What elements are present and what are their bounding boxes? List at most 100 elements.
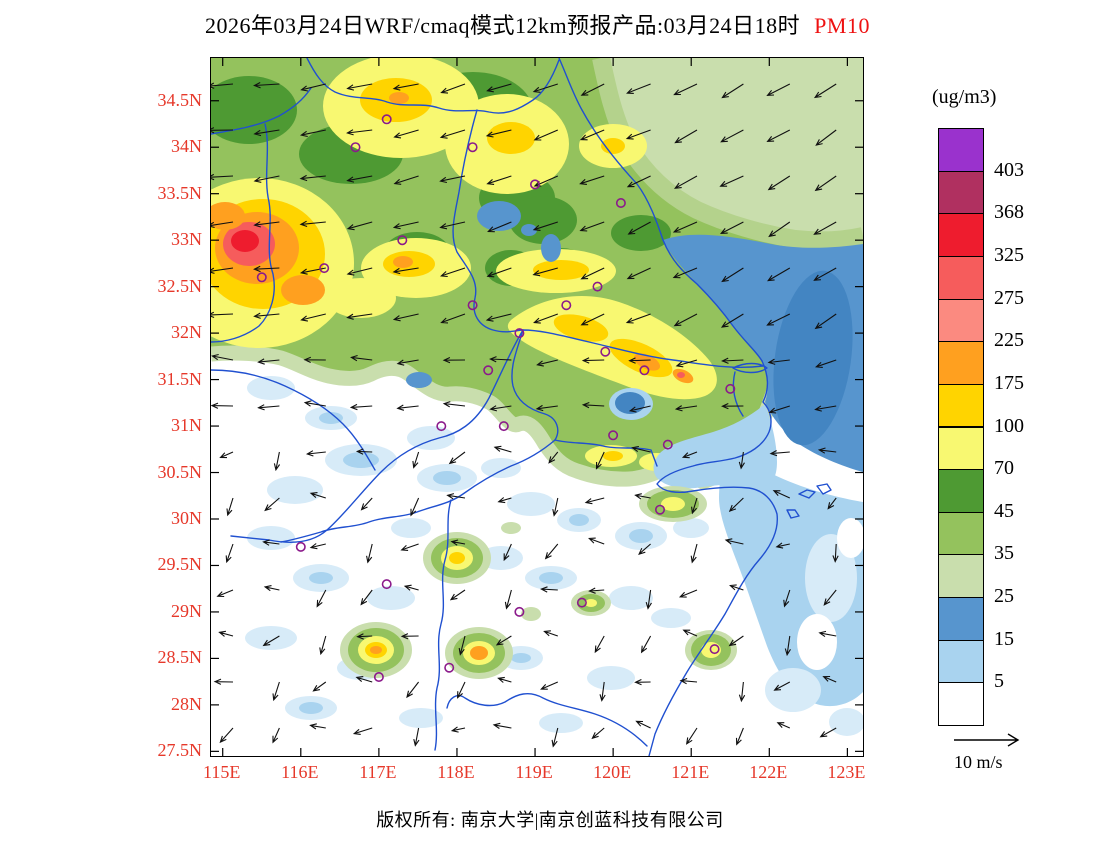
- title-main-text: 2026年03月24日WRF/cmaq模式12km预报产品:03月24日18时: [205, 13, 801, 38]
- lat-tick-label: 30N: [171, 507, 202, 528]
- city-station-marker: [561, 300, 572, 311]
- lon-tick-label: 118E: [437, 762, 475, 782]
- border-hubei-anhui: [211, 369, 376, 471]
- legend-level-label: 15: [994, 627, 1014, 650]
- lat-tick-label: 34.5N: [157, 89, 203, 110]
- station-markers: [256, 114, 736, 682]
- city-station-marker: [576, 597, 587, 608]
- legend-level-label: 225: [994, 329, 1024, 352]
- colorbar-unit-label: (ug/m3): [932, 86, 997, 108]
- border-jiangsu-zhejiang: [554, 439, 658, 467]
- city-station-marker: [397, 235, 408, 246]
- legend-level-label: 325: [994, 243, 1024, 266]
- lat-tick-label: 27.5N: [157, 740, 203, 761]
- lakes-fill: [406, 201, 653, 420]
- city-station-marker: [256, 272, 267, 283]
- lat-tick-label: 31.5N: [157, 368, 203, 389]
- lat-tick-label: 28.5N: [157, 647, 203, 668]
- city-station-marker: [639, 365, 650, 376]
- border-henan-anhui: [211, 123, 275, 343]
- lat-tick-label: 30.5N: [157, 461, 203, 482]
- city-station-marker: [319, 263, 330, 274]
- city-station-marker: [350, 142, 361, 153]
- border-shandong: [306, 58, 560, 114]
- city-station-marker: [725, 383, 736, 394]
- legend-color-box: [938, 128, 984, 172]
- legend-color-box: [938, 426, 984, 471]
- lat-tick-label: 34N: [171, 136, 202, 157]
- legend-color-box: [938, 597, 984, 641]
- legend-level-label: 35: [994, 542, 1014, 565]
- legend-level-label: 5: [994, 670, 1004, 693]
- city-station-marker: [483, 365, 494, 376]
- border-shanghai: [732, 371, 744, 417]
- northeast-pale-zone-fill: [601, 58, 863, 241]
- lat-tick-label: 29.5N: [157, 554, 203, 575]
- copyright-line: 版权所有: 南京大学|南京创蓝科技有限公司: [376, 810, 724, 830]
- city-station-marker: [467, 142, 478, 153]
- city-station-marker: [662, 439, 673, 450]
- border-zhejiang-jiangxi: [434, 499, 452, 751]
- legend-color-box: [938, 554, 984, 599]
- city-station-marker: [436, 421, 447, 432]
- legend-color-box: [938, 213, 984, 257]
- high-concentration-cells: [211, 58, 717, 471]
- contour-fill-layer: [211, 58, 863, 736]
- city-station-marker: [709, 644, 720, 655]
- south-pollution-cells: [340, 486, 737, 679]
- legend-color-box: [938, 298, 984, 343]
- legend-level-label: 175: [994, 371, 1024, 394]
- chongming-island: [732, 362, 768, 374]
- coastline-south: [648, 360, 778, 756]
- legend-level-label: 368: [994, 201, 1024, 224]
- axis-ticks: [211, 58, 863, 756]
- lon-tick-label: 119E: [515, 762, 553, 782]
- border-anhui-jiangsu: [452, 109, 559, 441]
- legend-color-box: [938, 682, 984, 726]
- page-title: 2026年03月24日WRF/cmaq模式12km预报产品:03月24日18时 P…: [0, 8, 1075, 40]
- city-station-marker: [381, 579, 392, 590]
- legend-color-box: [938, 383, 984, 428]
- lon-tick-label: 120E: [593, 762, 632, 782]
- wind-legend-label: 10 m/s: [954, 752, 1003, 772]
- lat-tick-label: 32.5N: [157, 275, 203, 296]
- city-station-marker: [498, 421, 509, 432]
- south-low-concentration-patches: [245, 376, 709, 733]
- pm10-concentration-map: [211, 58, 863, 756]
- legend-level-label: 70: [994, 457, 1014, 480]
- city-station-marker: [467, 300, 478, 311]
- city-station-marker: [295, 541, 306, 552]
- colorbar-legend: 403 368 325 275 225 175 100 70 45 35 25 15 5: [938, 128, 1024, 726]
- zhoushan-islands: [786, 483, 832, 519]
- sea-area-fill: [653, 234, 863, 736]
- city-station-marker: [381, 114, 392, 125]
- lon-tick-label: 115E: [203, 762, 241, 782]
- wind-legend-arrow-icon: [954, 733, 1020, 747]
- legend-level-label: 403: [994, 158, 1024, 181]
- city-station-marker: [600, 346, 611, 357]
- lat-tick-label: 33.5N: [157, 182, 203, 203]
- city-station-marker: [373, 671, 384, 682]
- city-station-marker: [444, 662, 455, 673]
- province-boundaries: [211, 58, 832, 756]
- city-station-marker: [654, 504, 665, 515]
- legend-color-box: [938, 469, 984, 513]
- legend-color-box: [938, 639, 984, 684]
- lon-tick-label: 123E: [827, 762, 866, 782]
- coastline-north: [558, 58, 763, 362]
- legend-level-label: 45: [994, 499, 1014, 522]
- lon-tick-label: 116E: [281, 762, 319, 782]
- lon-tick-label: 121E: [671, 762, 710, 782]
- city-station-marker: [592, 281, 603, 292]
- wind-vector-arrows: [211, 82, 839, 748]
- lon-tick-label: 122E: [749, 762, 788, 782]
- city-station-marker: [529, 179, 540, 190]
- wind-arrow: [211, 82, 839, 748]
- title-pollutant-label: PM10: [814, 13, 870, 38]
- lat-tick-label: 32N: [171, 322, 202, 343]
- legend-color-box: [938, 511, 984, 556]
- legend-level-label: 100: [994, 414, 1024, 437]
- lat-tick-label: 31N: [171, 415, 202, 436]
- city-station-marker: [514, 328, 525, 339]
